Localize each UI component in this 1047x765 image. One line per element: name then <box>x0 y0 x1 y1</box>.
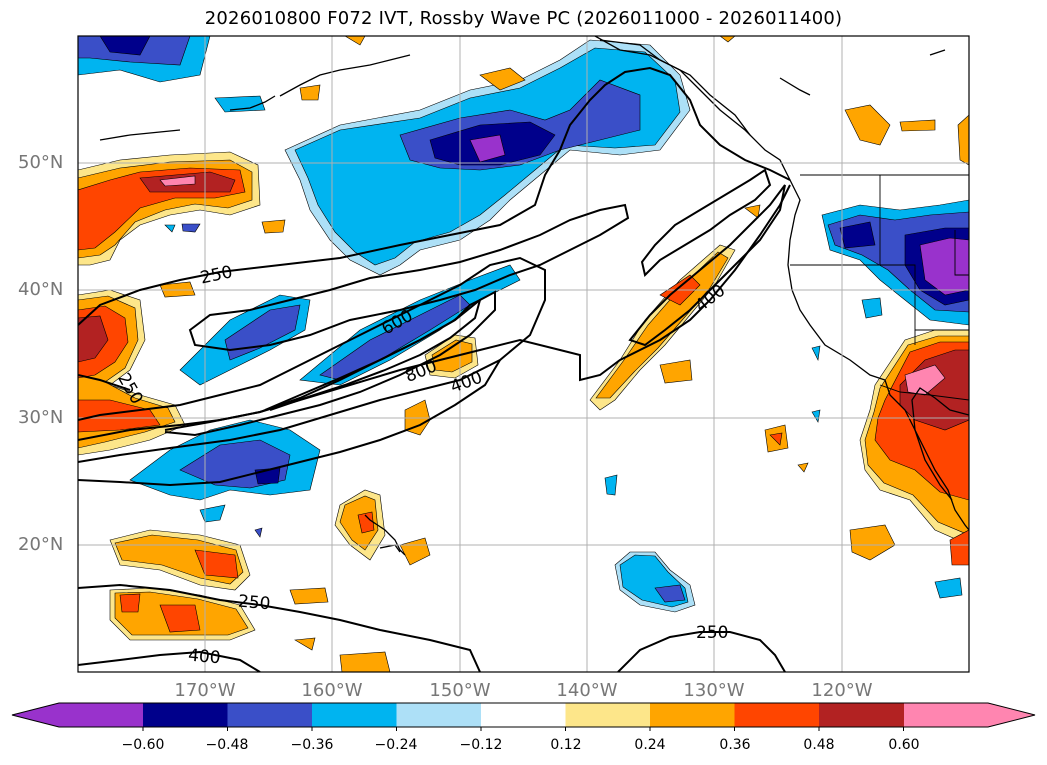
contour-label-250-s: 250 <box>696 623 728 643</box>
colorbar-segment <box>565 703 651 727</box>
colorbar-extend-high <box>988 703 1035 727</box>
colorbar-segment <box>312 703 397 727</box>
contour-label-250-sw: 250 <box>237 592 271 615</box>
colorbar-tick-label: 0.36 <box>719 737 751 753</box>
colorbar-extend-low <box>12 703 59 727</box>
colorbar-tick-label: −0.36 <box>290 737 334 753</box>
map-plot-area: 250 250 600 800 400 400 250 250 400 <box>78 36 969 672</box>
lon-label-140w: 140°W <box>556 680 618 701</box>
colorbar-tick-label: −0.48 <box>205 737 249 753</box>
colorbar-segment <box>59 703 144 727</box>
lat-label-30n: 30°N <box>18 407 64 428</box>
colorbar-outline <box>11 702 1036 728</box>
lat-label-50n: 50°N <box>18 152 64 173</box>
colorbar-segment <box>396 703 482 727</box>
map-title: 2026010800 F072 IVT, Rossby Wave PC (202… <box>204 8 843 29</box>
political-borders <box>790 174 969 401</box>
lat-label-40n: 40°N <box>18 279 64 300</box>
lat-label-20n: 20°N <box>18 534 64 555</box>
colorbar-segment <box>650 703 735 727</box>
colorbar <box>11 702 1036 731</box>
colorbar-tick-label: 0.48 <box>803 737 835 753</box>
colorbar-segment <box>481 703 566 727</box>
contour-label-400-sw: 400 <box>187 646 221 669</box>
colorbar-tick-label: −0.12 <box>459 737 503 753</box>
colorbar-segment <box>819 703 904 727</box>
gridlines <box>78 36 969 672</box>
colorbar-tick-label: −0.24 <box>374 737 418 753</box>
colorbar-segment <box>734 703 820 727</box>
lon-label-120w: 120°W <box>811 680 873 701</box>
colorbar-segment <box>227 703 313 727</box>
plot-frame <box>77 35 970 673</box>
lon-label-160w: 160°W <box>301 680 363 701</box>
lon-label-170w: 170°W <box>174 680 236 701</box>
contour-labels: 250 250 600 800 400 400 250 250 400 <box>113 262 729 668</box>
ivt-contours <box>78 66 791 672</box>
colorbar-tick-label: 0.60 <box>888 737 920 753</box>
colorbar-segment <box>904 703 989 727</box>
colorbar-tick-label: 0.24 <box>634 737 666 753</box>
colorbar-segment <box>143 703 228 727</box>
lon-label-150w: 150°W <box>429 680 491 701</box>
negative-anomaly-shading <box>78 36 969 613</box>
coastlines <box>99 36 969 556</box>
lon-label-130w: 130°W <box>683 680 745 701</box>
colorbar-tick-label: −0.60 <box>121 737 165 753</box>
colorbar-tick-label: 0.12 <box>550 737 582 753</box>
